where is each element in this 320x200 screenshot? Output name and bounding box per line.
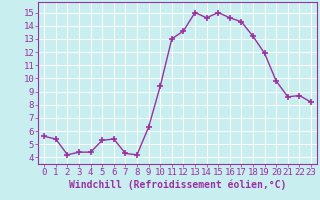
X-axis label: Windchill (Refroidissement éolien,°C): Windchill (Refroidissement éolien,°C) bbox=[69, 180, 286, 190]
